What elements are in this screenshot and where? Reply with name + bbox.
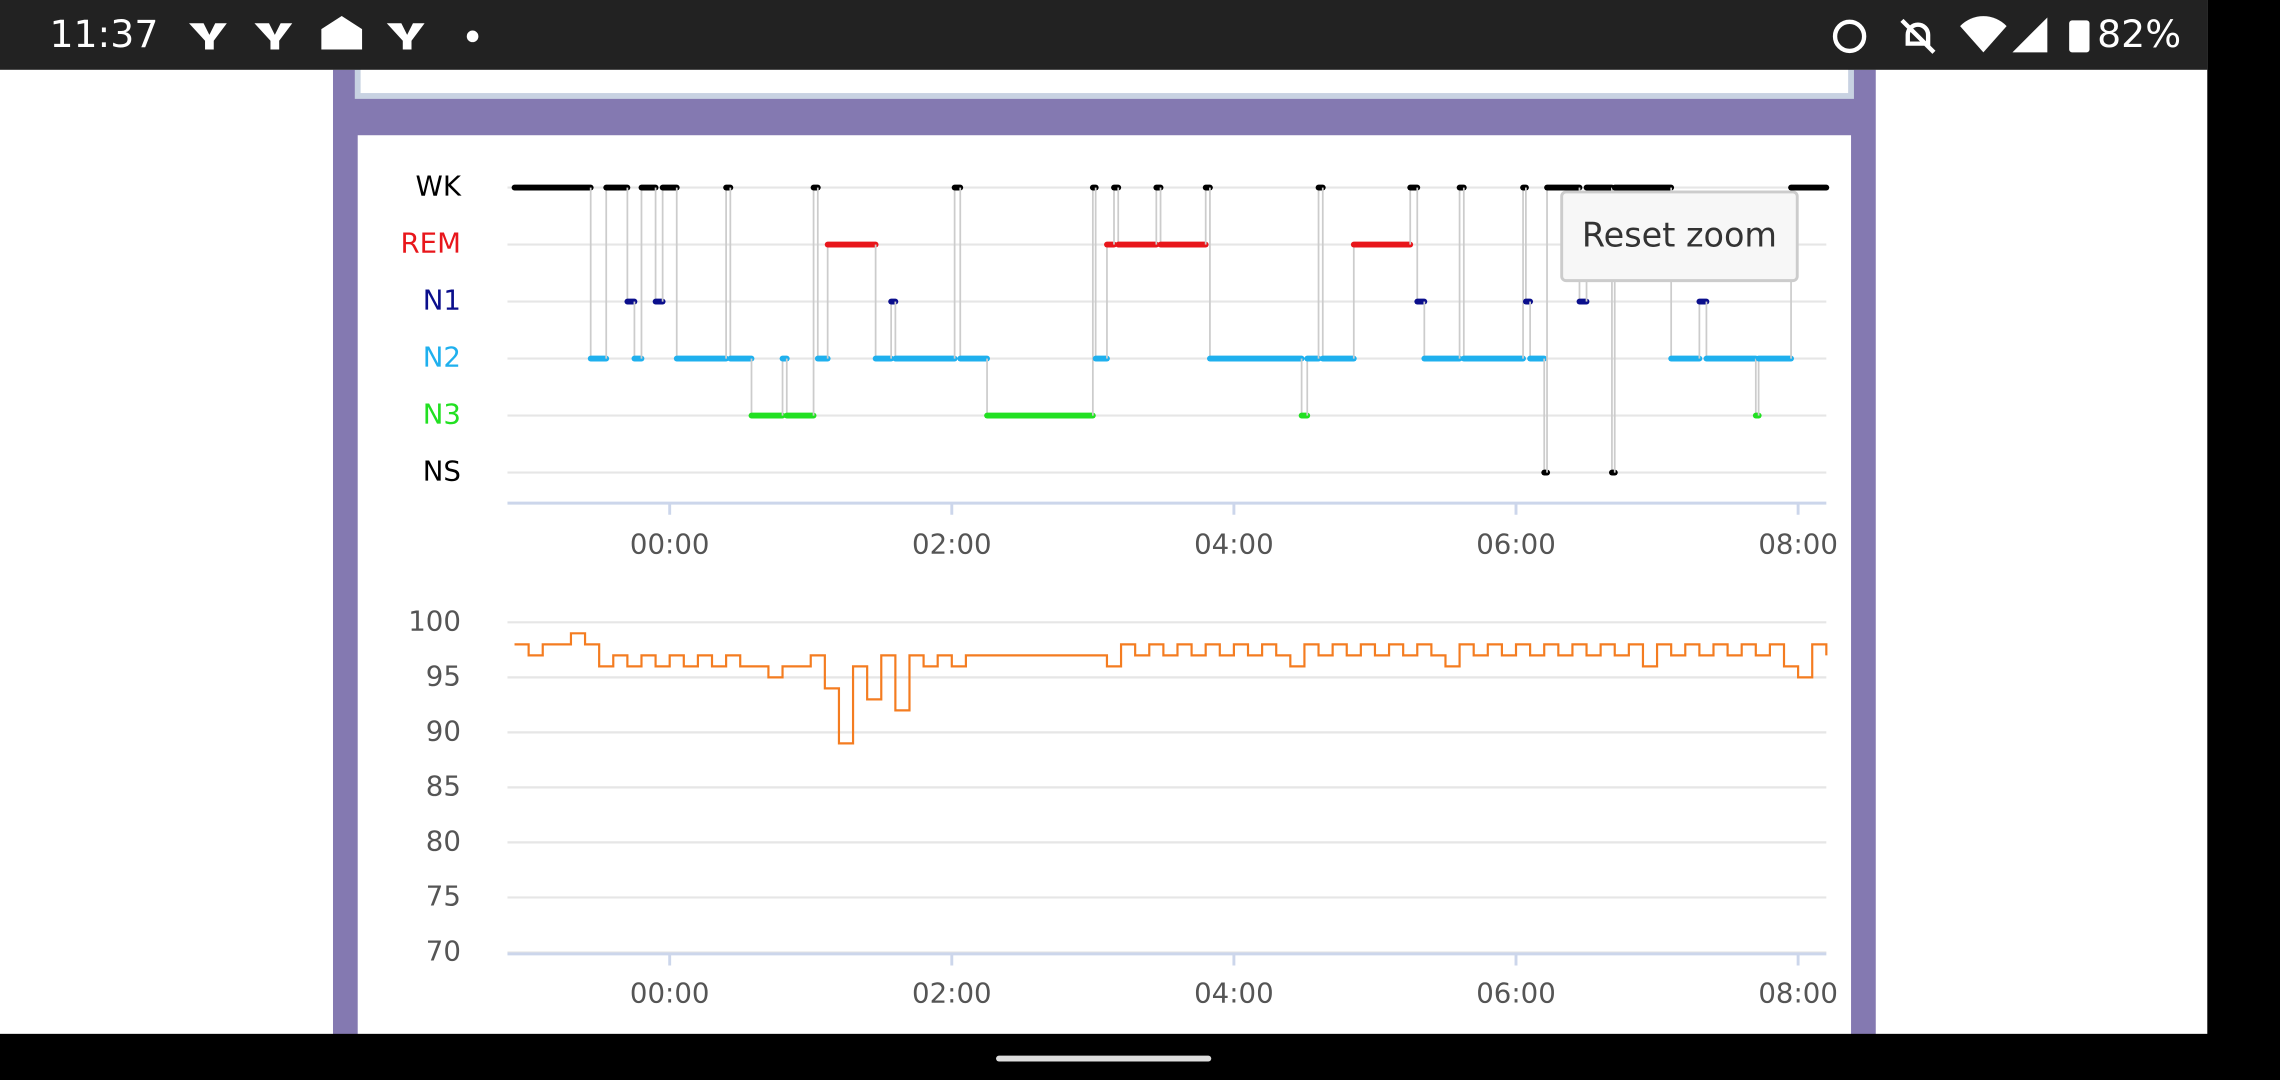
x-tick-label: 04:00 xyxy=(1194,527,1274,560)
spo2-line xyxy=(514,632,1828,745)
signal-icon xyxy=(2012,17,2048,53)
stage-label: WK xyxy=(416,170,462,203)
mute-icon xyxy=(1900,18,1936,54)
stage-label: N2 xyxy=(423,341,461,374)
x-tick-label: 02:00 xyxy=(912,977,992,1010)
icon xyxy=(321,15,363,50)
wifi-icon xyxy=(1960,16,2007,53)
y-tick-label: 90 xyxy=(426,714,461,747)
icon xyxy=(466,30,479,43)
x-tick-label: 06:00 xyxy=(1476,527,1556,560)
x-tick-label: 02:00 xyxy=(912,527,992,560)
y-tick-label: 70 xyxy=(426,934,461,967)
icon xyxy=(254,23,293,50)
status-bar xyxy=(0,0,2208,70)
y-tick-label: 100 xyxy=(408,604,461,637)
home-indicator xyxy=(996,1055,1212,1062)
x-tick-label: 00:00 xyxy=(630,527,710,560)
stage-label: N3 xyxy=(423,398,461,431)
y-tick-label: 95 xyxy=(426,659,461,692)
y-tick-label: 80 xyxy=(426,824,461,857)
reset-zoom-label[interactable]: Reset zoom xyxy=(1582,216,1777,255)
reset-zoom-button[interactable] xyxy=(1560,190,1799,283)
stage-label: NS xyxy=(423,455,461,488)
battery-level: 82% xyxy=(2097,12,2181,56)
stage-label: REM xyxy=(400,227,460,260)
system-icons xyxy=(1832,18,1936,54)
notification-icons xyxy=(189,15,479,50)
x-tick-label: 00:00 xyxy=(630,977,710,1010)
x-tick-label: 04:00 xyxy=(1194,977,1274,1010)
y-tick-label: 85 xyxy=(426,769,461,802)
icon xyxy=(386,23,425,50)
status-time: 11:37 xyxy=(49,12,158,56)
side-bar xyxy=(2207,0,2280,1080)
x-tick-label: 08:00 xyxy=(1758,527,1838,560)
alarm-icon xyxy=(1832,19,1867,54)
icon xyxy=(189,23,227,50)
y-tick-label: 75 xyxy=(426,879,461,912)
x-tick-label: 08:00 xyxy=(1758,977,1838,1010)
x-tick-label: 06:00 xyxy=(1476,977,1556,1010)
stage-label: N1 xyxy=(423,284,461,317)
battery-icon xyxy=(2069,20,2090,53)
